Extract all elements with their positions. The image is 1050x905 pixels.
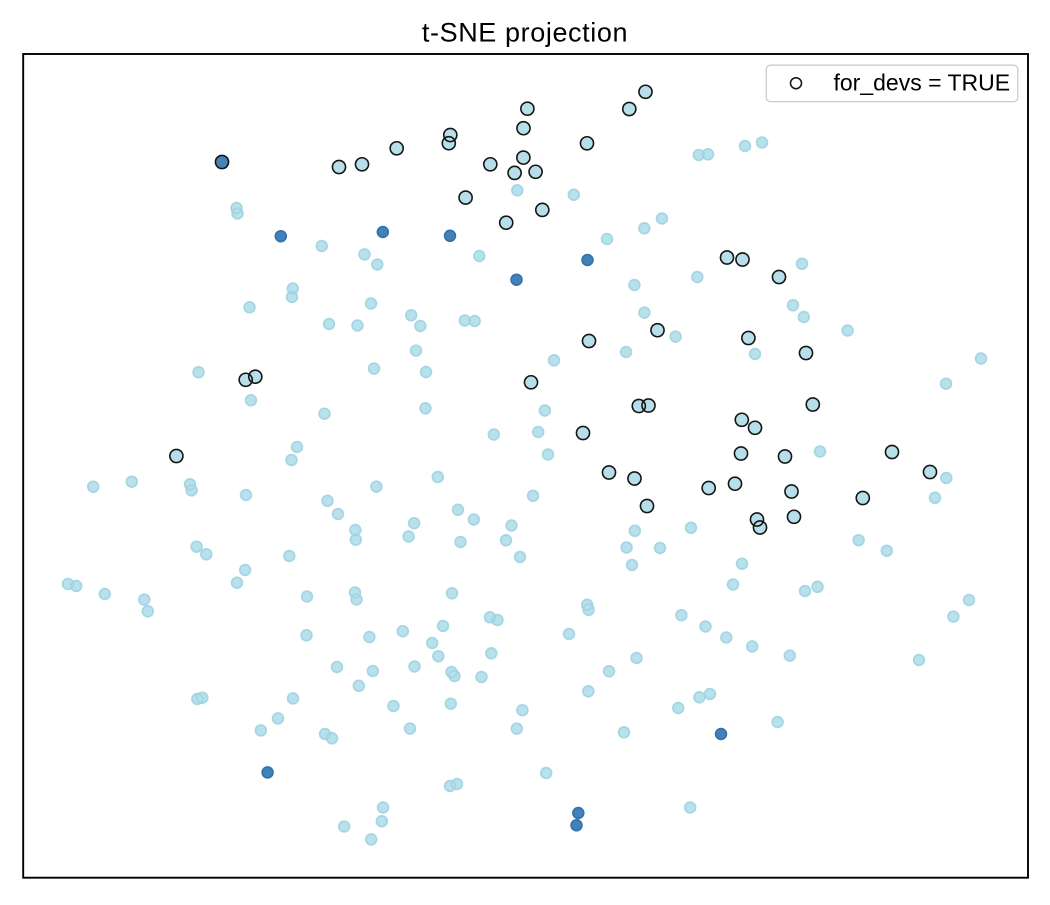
svg-text:t-SNE projection: t-SNE projection: [422, 18, 628, 48]
svg-text:for_devs = TRUE: for_devs = TRUE: [834, 70, 1011, 96]
